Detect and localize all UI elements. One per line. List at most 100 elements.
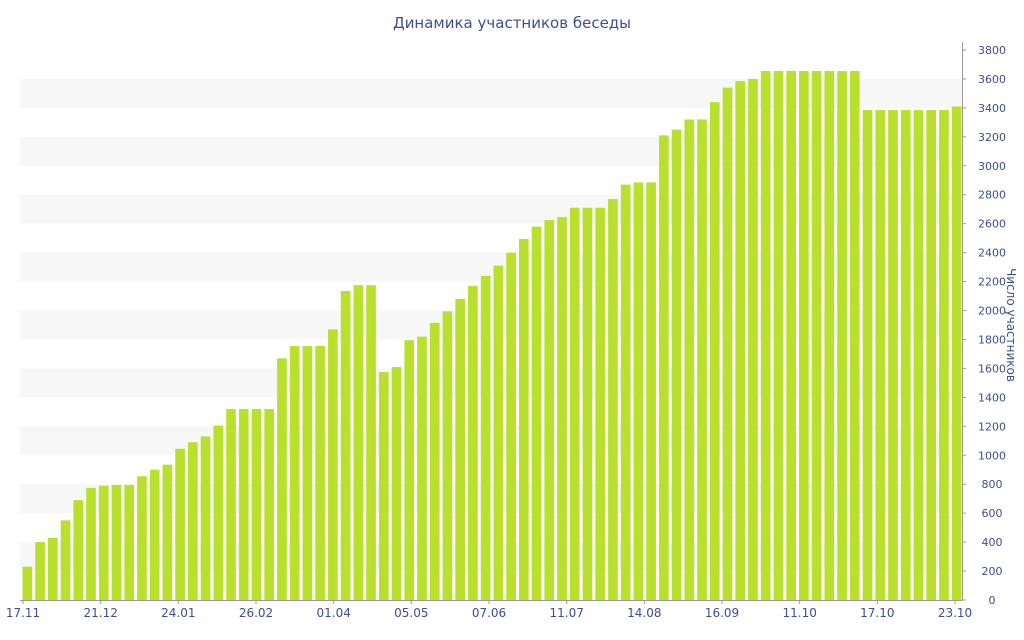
bar [544, 220, 555, 600]
y-tick-label: 200 [982, 565, 1003, 578]
bar [302, 345, 313, 600]
bar [175, 448, 185, 600]
y-tick-label: 1400 [978, 391, 1006, 404]
bar [188, 442, 198, 600]
bar [391, 366, 402, 600]
y-tick-label: 2600 [978, 218, 1006, 231]
y-tick-label: 1600 [978, 362, 1006, 375]
bar [608, 199, 618, 600]
y-tick-label: 3200 [978, 131, 1006, 144]
bar [353, 285, 364, 600]
y-tick-label: 3000 [978, 160, 1006, 173]
bar [200, 436, 211, 600]
bar [786, 70, 796, 601]
bar [238, 408, 249, 600]
bar [455, 298, 466, 600]
bar [47, 537, 58, 600]
bar [659, 135, 669, 600]
bar [277, 358, 287, 600]
y-tick-label: 0 [989, 594, 996, 607]
bar [264, 408, 275, 600]
bar [531, 226, 542, 600]
bar [289, 345, 300, 600]
y-tick-label: 800 [982, 478, 1003, 491]
bar [900, 110, 911, 600]
y-tick-label: 600 [982, 507, 1003, 520]
bar [226, 408, 236, 600]
axes: 0 200 400 600 800 1000 1200 1400 1600 1800 2000 220… [6, 42, 1006, 620]
bar [722, 87, 733, 600]
bar [35, 542, 45, 600]
y-tick-label: 1800 [978, 333, 1006, 346]
x-tick-label: 05.05 [394, 606, 428, 620]
bar [849, 70, 860, 601]
bar [633, 182, 644, 600]
x-tick-label: 11.07 [549, 606, 583, 620]
bar [315, 345, 325, 600]
bar [811, 70, 822, 601]
y-tick-label: 2200 [978, 276, 1006, 289]
bar [60, 520, 71, 600]
bar [251, 408, 262, 600]
bar [671, 129, 682, 601]
bar [926, 110, 937, 600]
bar [86, 487, 96, 600]
bar [468, 285, 478, 600]
y-tick-label: 3800 [978, 44, 1006, 57]
y-tick-label: 2800 [978, 189, 1006, 202]
bar [340, 290, 351, 600]
x-tick-label: 17.11 [6, 606, 40, 620]
bar [620, 184, 631, 601]
bar [888, 110, 898, 600]
bar [862, 110, 873, 600]
bar [417, 336, 427, 600]
bar [213, 425, 224, 600]
bar [378, 372, 389, 600]
bar [328, 329, 338, 600]
y-tick-label: 2000 [978, 305, 1006, 318]
bar [646, 182, 656, 600]
bar [493, 265, 504, 600]
bar [137, 476, 147, 600]
y-tick-label: 2400 [978, 247, 1006, 260]
y-tick-label: 1000 [978, 449, 1006, 462]
bar [506, 252, 516, 600]
bar [569, 207, 580, 600]
bar [799, 70, 809, 601]
bar [582, 207, 593, 600]
bar [22, 566, 33, 600]
x-tick-label: 14.08 [627, 606, 661, 620]
bar [875, 110, 886, 600]
x-tick-label: 07.06 [472, 606, 506, 620]
bar [735, 81, 746, 601]
bar [557, 217, 567, 601]
bar [429, 322, 440, 600]
x-tick-label: 26.02 [239, 606, 273, 620]
bar [366, 285, 376, 600]
bar [124, 484, 135, 600]
bar [939, 110, 949, 600]
bar [697, 119, 707, 600]
y-tick-label: 3400 [978, 102, 1006, 115]
y-tick-label: 1200 [978, 420, 1006, 433]
bar-series [22, 70, 962, 601]
y-tick-label: 3600 [978, 73, 1006, 86]
bar [837, 70, 847, 601]
y-tick-label: 400 [982, 536, 1003, 549]
bar [480, 275, 491, 600]
bar [595, 207, 606, 600]
x-tick-label: 01.04 [316, 606, 350, 620]
bar [442, 311, 453, 600]
bar [162, 464, 173, 600]
bar [111, 484, 122, 600]
x-tick-label: 23.10 [938, 606, 972, 620]
x-tick-label: 11.10 [782, 606, 816, 620]
bar [951, 106, 962, 600]
x-tick-label: 24.01 [161, 606, 195, 620]
x-tick-label: 16.09 [705, 606, 739, 620]
bar [73, 500, 84, 600]
bar [98, 485, 109, 600]
chart-title: Динамика участников беседы [392, 14, 632, 32]
